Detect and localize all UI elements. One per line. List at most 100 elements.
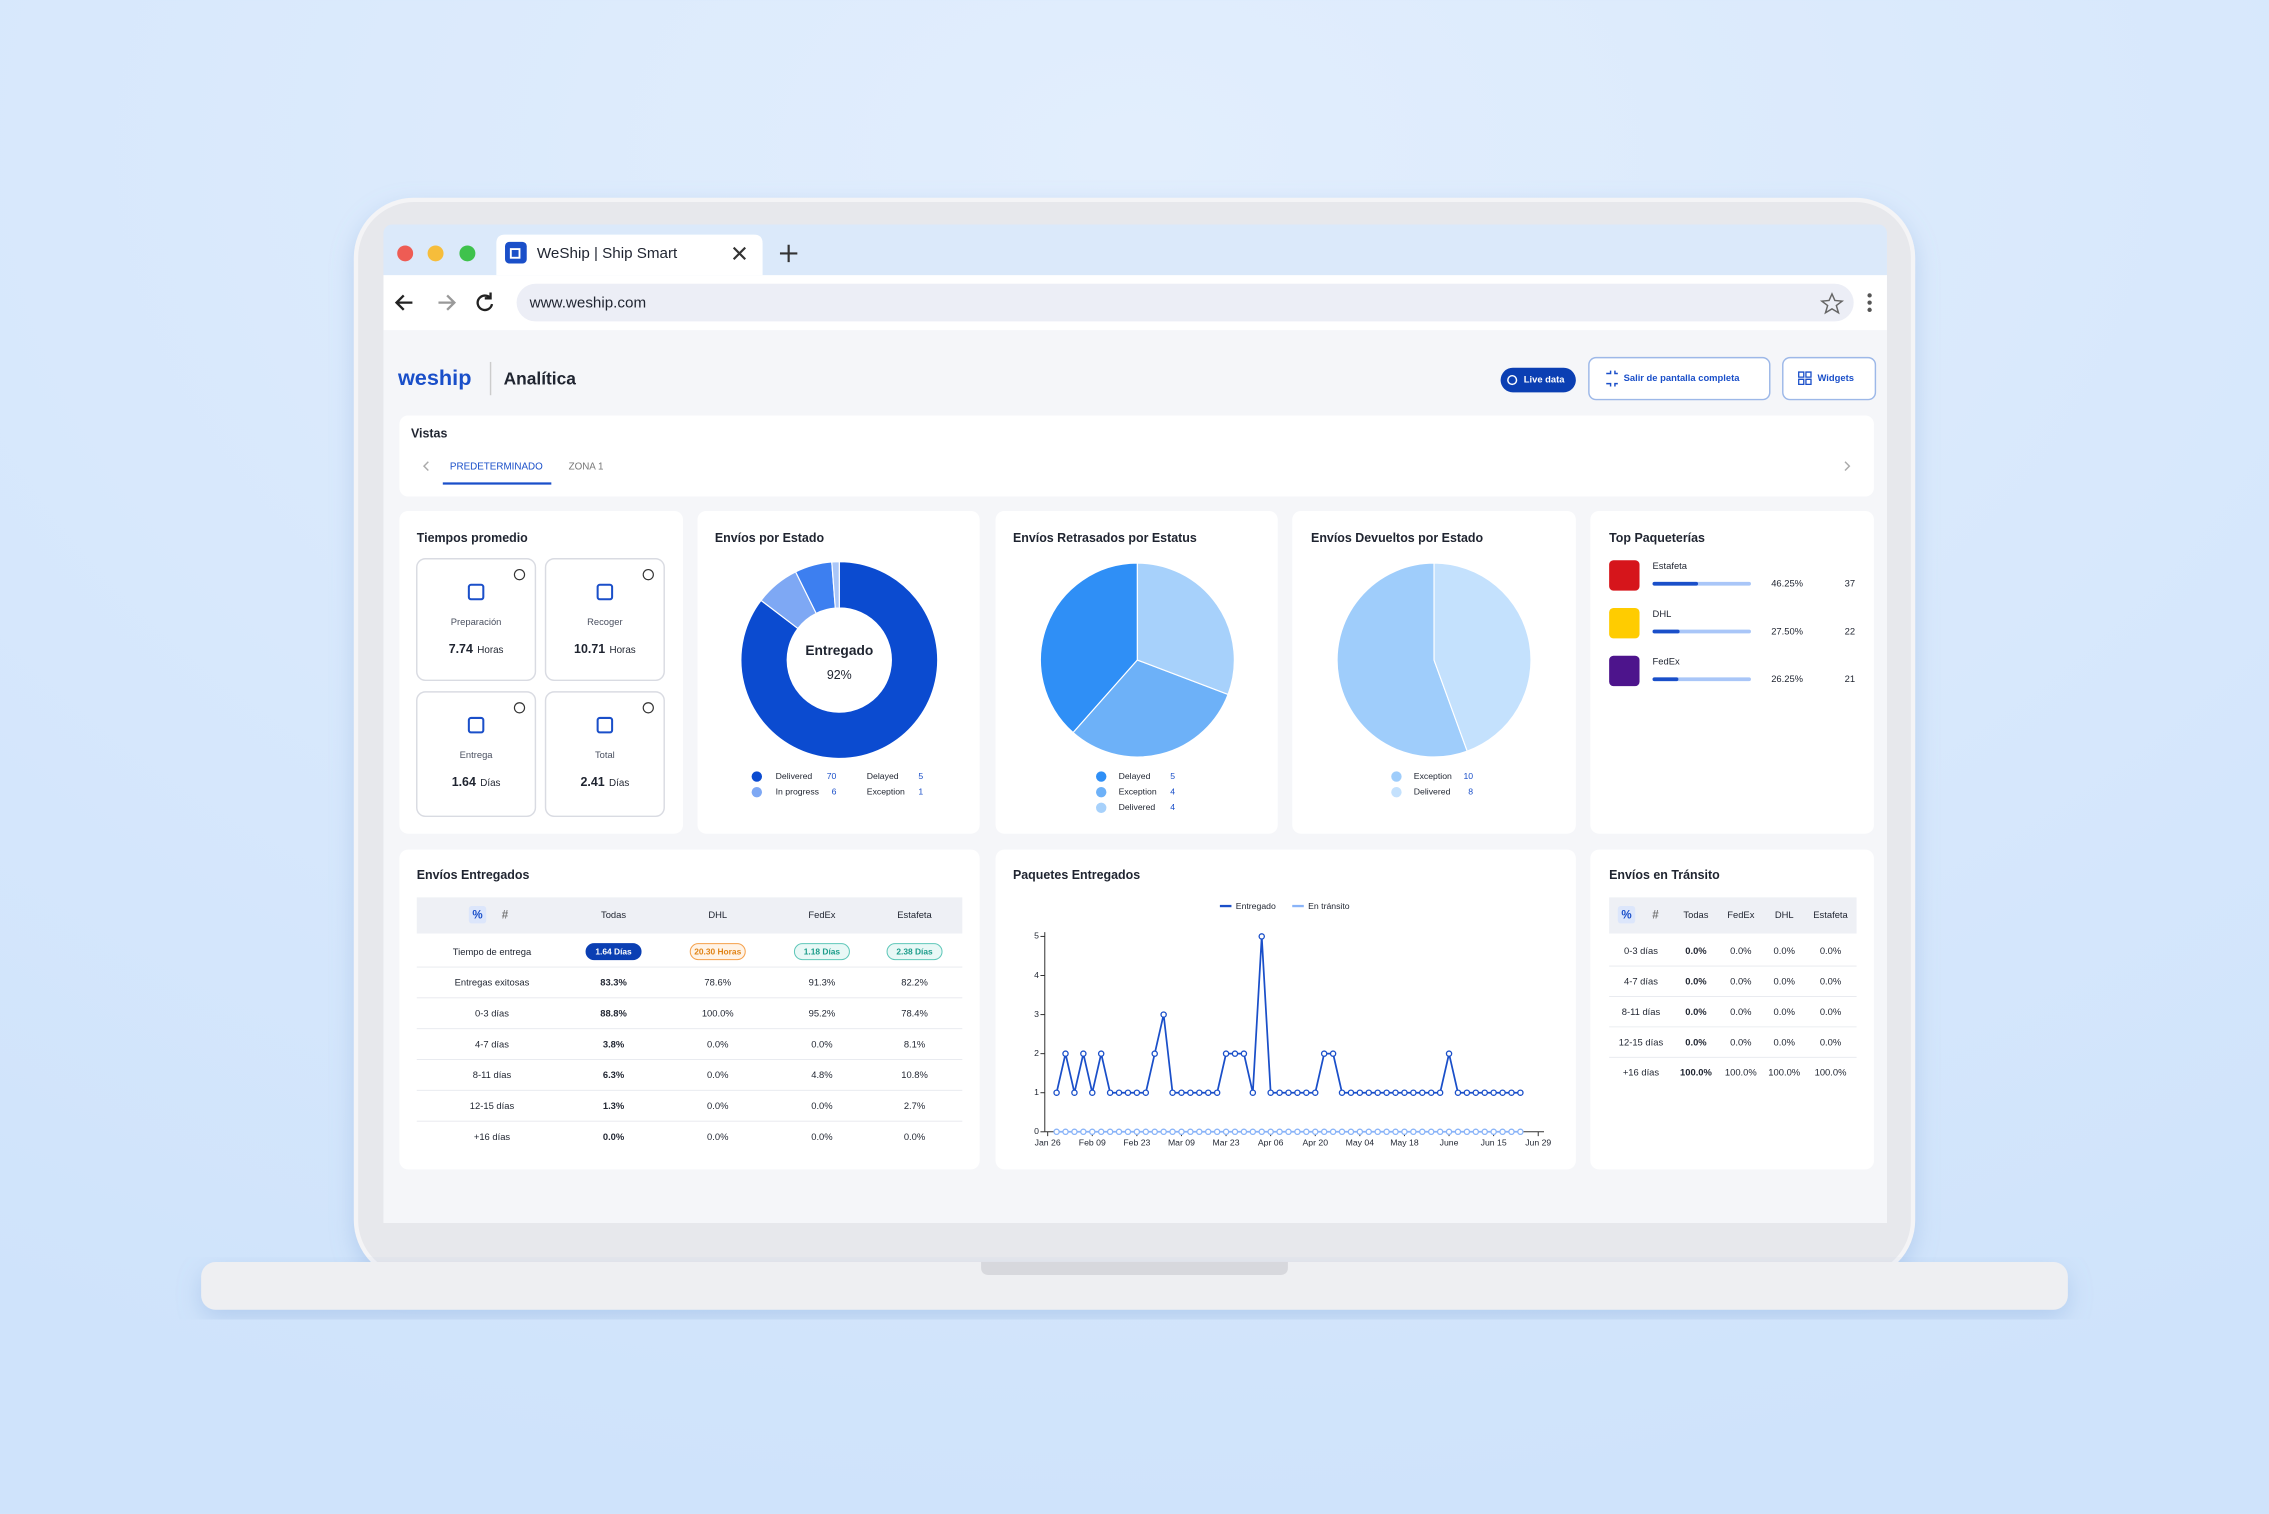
laptop-base bbox=[201, 1262, 2068, 1310]
legend-value: 5 bbox=[918, 771, 923, 781]
card-title: Top Paqueterías bbox=[1609, 531, 1705, 545]
point bbox=[1499, 1089, 1506, 1096]
badge bbox=[886, 943, 943, 961]
share-label: 46.25% bbox=[1771, 578, 1803, 589]
point bbox=[1383, 1089, 1390, 1096]
point bbox=[1347, 1128, 1355, 1136]
back-button[interactable] bbox=[394, 294, 413, 311]
tab-close[interactable] bbox=[732, 246, 747, 260]
point bbox=[1374, 1089, 1381, 1096]
legend-swatch bbox=[1096, 786, 1107, 798]
tab-favicon bbox=[505, 241, 527, 264]
bookmark-star[interactable] bbox=[1819, 292, 1845, 315]
y-tick-label: 0 bbox=[1034, 1126, 1039, 1136]
point bbox=[1204, 1128, 1212, 1136]
views-card bbox=[399, 415, 1874, 497]
metric-icon bbox=[596, 583, 614, 601]
point bbox=[1401, 1128, 1408, 1136]
x-tick-label: May 04 bbox=[1346, 1138, 1375, 1148]
point bbox=[1490, 1128, 1497, 1136]
live-data-label: Live data bbox=[1524, 374, 1565, 385]
cell: 0.0% bbox=[904, 1131, 926, 1142]
browser-menu[interactable] bbox=[1867, 293, 1872, 313]
point bbox=[1187, 1128, 1194, 1136]
x-tick-label: Mar 09 bbox=[1168, 1138, 1195, 1148]
widgets-label: Widgets bbox=[1818, 372, 1854, 383]
views-prev[interactable] bbox=[422, 461, 429, 471]
point bbox=[1445, 1050, 1453, 1057]
cell: 6.3% bbox=[603, 1069, 625, 1080]
carrier-count: 37 bbox=[1845, 578, 1855, 589]
point bbox=[1294, 1089, 1301, 1096]
point bbox=[1231, 1050, 1239, 1057]
window-close[interactable] bbox=[397, 245, 414, 262]
legend-swatch bbox=[751, 786, 763, 798]
cell: 82.2% bbox=[901, 977, 928, 988]
point bbox=[1436, 1089, 1444, 1096]
cell: 95.2% bbox=[809, 1007, 836, 1018]
toggle[interactable]: # bbox=[502, 910, 509, 922]
legend-value: 8 bbox=[1468, 786, 1473, 796]
toggle[interactable]: # bbox=[1652, 910, 1659, 922]
cell: 0.0% bbox=[1820, 976, 1842, 987]
fullscreen-label: Salir de pantalla completa bbox=[1624, 372, 1741, 383]
forward-button[interactable] bbox=[438, 294, 457, 311]
point bbox=[1142, 1089, 1150, 1096]
legend-value: 10 bbox=[1463, 771, 1473, 781]
view-tab[interactable]: ZONA 1 bbox=[569, 461, 604, 472]
x-tick-label: Mar 23 bbox=[1213, 1138, 1240, 1148]
cell: 1.3% bbox=[603, 1100, 625, 1111]
new-tab[interactable] bbox=[779, 244, 798, 263]
cell: 0.0% bbox=[811, 1038, 833, 1049]
point bbox=[1311, 1128, 1319, 1136]
share-label: 26.25% bbox=[1771, 673, 1803, 684]
cell: 0.0% bbox=[707, 1100, 729, 1111]
badge-text: 2.38 Días bbox=[896, 947, 933, 957]
badge-text: 1.64 Días bbox=[595, 947, 632, 957]
legend-label: Delayed bbox=[1119, 771, 1151, 781]
view-tab-active[interactable]: PREDETERMINADO bbox=[450, 461, 543, 472]
point bbox=[1249, 1089, 1257, 1096]
point bbox=[1463, 1128, 1471, 1136]
column-header: Todas bbox=[1683, 909, 1708, 920]
legend-value: 5 bbox=[1170, 771, 1175, 781]
cell: 78.6% bbox=[704, 977, 731, 988]
x-tick-label: Feb 23 bbox=[1123, 1138, 1150, 1148]
card-title: Tiempos promedio bbox=[417, 531, 528, 545]
point bbox=[1276, 1128, 1283, 1136]
share-bar bbox=[1652, 629, 1680, 634]
live-data-button[interactable] bbox=[1500, 367, 1576, 393]
column-header: DHL bbox=[1775, 909, 1794, 920]
point bbox=[1267, 1089, 1274, 1096]
reload-button[interactable] bbox=[476, 292, 494, 312]
browser-tab[interactable] bbox=[496, 234, 763, 276]
point bbox=[1508, 1089, 1515, 1096]
point bbox=[1053, 1089, 1060, 1096]
fullscreen-icon bbox=[1606, 370, 1618, 387]
window-maximize[interactable] bbox=[459, 245, 476, 262]
cell: 0.0% bbox=[811, 1100, 833, 1111]
badge bbox=[689, 943, 746, 961]
card-title: Envíos por Estado bbox=[715, 531, 825, 545]
point bbox=[1392, 1128, 1399, 1136]
point bbox=[1410, 1089, 1417, 1096]
toggle[interactable]: % bbox=[1621, 910, 1631, 922]
cell: 0.0% bbox=[1774, 976, 1796, 987]
widgets-button[interactable] bbox=[1782, 356, 1877, 401]
point bbox=[1106, 1128, 1114, 1136]
point bbox=[1222, 1128, 1230, 1136]
fullscreen-button[interactable] bbox=[1588, 356, 1771, 401]
views-next[interactable] bbox=[1844, 461, 1851, 471]
column-header: DHL bbox=[708, 909, 727, 920]
toggle[interactable]: % bbox=[472, 910, 482, 922]
metric-number: 10.71 bbox=[574, 642, 605, 656]
address-bar[interactable] bbox=[516, 283, 1854, 322]
window-minimize[interactable] bbox=[427, 245, 444, 262]
cell: 8.1% bbox=[904, 1038, 926, 1049]
cell: 91.3% bbox=[809, 977, 836, 988]
point bbox=[1133, 1128, 1141, 1136]
point bbox=[1392, 1089, 1399, 1096]
cell: 0.0% bbox=[811, 1131, 833, 1142]
carrier-count: 22 bbox=[1845, 625, 1855, 636]
